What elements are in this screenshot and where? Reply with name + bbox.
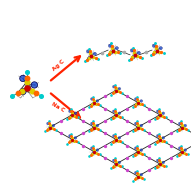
Circle shape: [113, 165, 116, 167]
Circle shape: [118, 112, 121, 115]
Circle shape: [134, 98, 137, 100]
Circle shape: [20, 75, 26, 82]
Text: Na C: Na C: [51, 101, 66, 112]
Circle shape: [134, 147, 137, 149]
Circle shape: [184, 124, 187, 127]
Circle shape: [159, 46, 162, 50]
Circle shape: [157, 116, 160, 118]
Circle shape: [156, 159, 159, 162]
Circle shape: [154, 51, 157, 54]
Circle shape: [184, 149, 187, 151]
Circle shape: [108, 44, 112, 47]
Circle shape: [91, 103, 94, 106]
Circle shape: [178, 122, 181, 125]
Circle shape: [31, 82, 38, 88]
Circle shape: [69, 135, 71, 137]
Circle shape: [152, 44, 156, 47]
Circle shape: [47, 122, 49, 125]
Circle shape: [113, 91, 116, 94]
Circle shape: [118, 136, 121, 139]
Circle shape: [70, 116, 72, 118]
Circle shape: [20, 88, 26, 95]
Circle shape: [135, 177, 138, 180]
Circle shape: [74, 112, 77, 115]
Circle shape: [135, 128, 138, 131]
Circle shape: [178, 147, 181, 149]
Circle shape: [162, 136, 165, 139]
Circle shape: [91, 153, 94, 155]
Circle shape: [130, 49, 134, 52]
Circle shape: [135, 103, 138, 106]
Circle shape: [88, 57, 91, 60]
Circle shape: [91, 98, 93, 100]
Circle shape: [115, 46, 118, 50]
Circle shape: [96, 149, 99, 151]
Circle shape: [137, 51, 140, 54]
Text: Ag C: Ag C: [51, 59, 65, 72]
Circle shape: [134, 122, 137, 125]
Circle shape: [140, 124, 143, 127]
Circle shape: [140, 100, 143, 102]
Circle shape: [110, 51, 113, 54]
Circle shape: [132, 56, 135, 59]
Circle shape: [91, 147, 93, 149]
Circle shape: [140, 149, 143, 151]
Circle shape: [113, 140, 116, 143]
Circle shape: [162, 161, 165, 164]
Circle shape: [70, 140, 72, 143]
Circle shape: [96, 124, 99, 127]
Circle shape: [91, 128, 94, 131]
Circle shape: [96, 100, 99, 102]
Circle shape: [112, 135, 115, 137]
Circle shape: [118, 161, 121, 164]
Circle shape: [134, 171, 137, 174]
Circle shape: [112, 159, 115, 162]
Circle shape: [157, 165, 160, 167]
Circle shape: [69, 110, 71, 113]
Circle shape: [112, 85, 115, 88]
Circle shape: [52, 124, 55, 127]
Circle shape: [135, 153, 138, 155]
Circle shape: [156, 110, 159, 113]
Circle shape: [157, 140, 160, 143]
Circle shape: [118, 87, 121, 90]
Circle shape: [112, 110, 115, 113]
Circle shape: [93, 52, 96, 55]
Circle shape: [91, 122, 93, 125]
Circle shape: [74, 136, 77, 139]
Circle shape: [156, 135, 159, 137]
Circle shape: [179, 128, 182, 131]
Circle shape: [48, 128, 50, 131]
Circle shape: [86, 50, 90, 53]
Circle shape: [179, 153, 182, 155]
Circle shape: [140, 173, 143, 176]
Circle shape: [113, 116, 116, 118]
Circle shape: [162, 112, 165, 115]
